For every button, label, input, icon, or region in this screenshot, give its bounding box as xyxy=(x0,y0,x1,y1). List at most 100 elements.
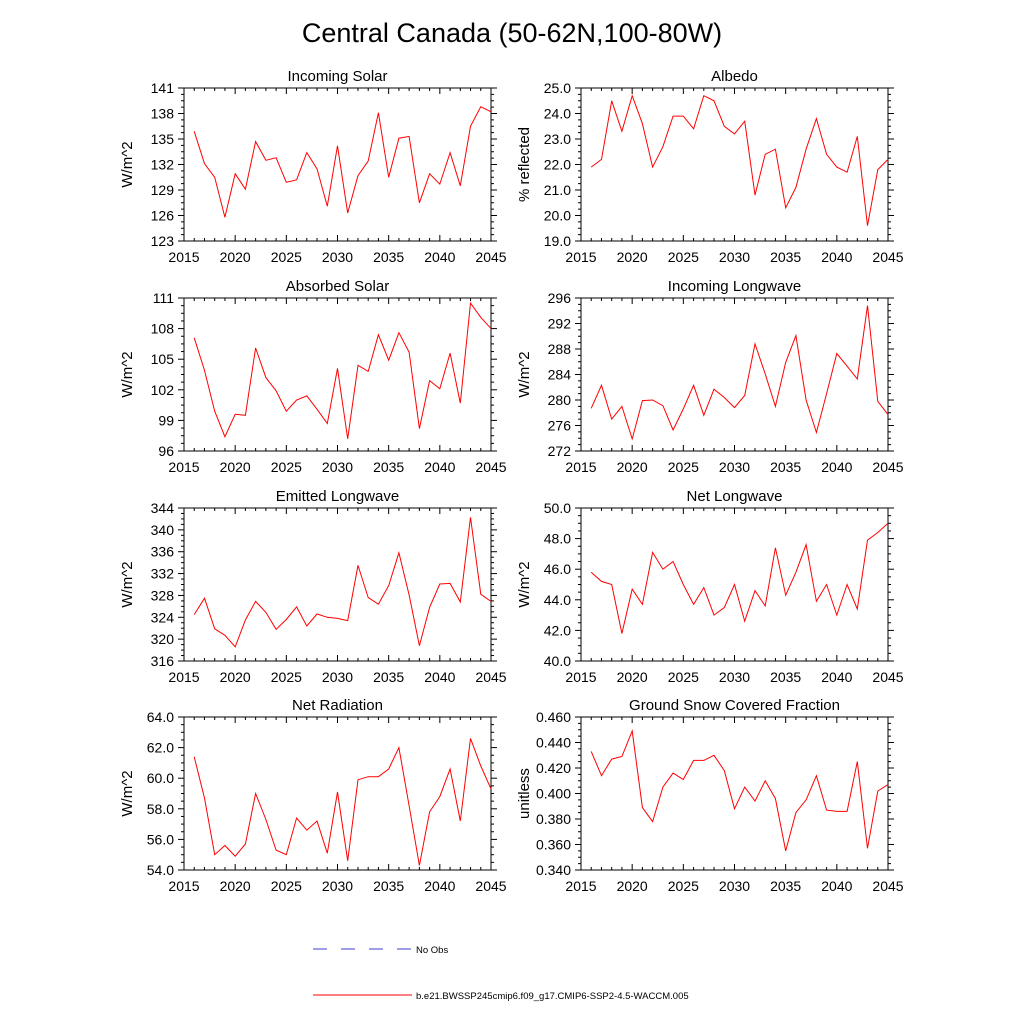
x-tick-label: 2045 xyxy=(475,459,506,475)
y-tick-label: 0.400 xyxy=(536,786,571,802)
x-tick-label: 2020 xyxy=(617,249,648,265)
series-line-model xyxy=(590,305,889,441)
x-tick-label: 2030 xyxy=(719,878,750,894)
x-tick-label: 2015 xyxy=(565,878,596,894)
x-tick-label: 2025 xyxy=(668,459,699,475)
legend: No Obs b.e21.BWSSP245cmip6.f09_g17.CMIP6… xyxy=(313,945,689,1002)
y-axis-label: W/m^2 xyxy=(516,351,533,397)
y-tick-label: 324 xyxy=(151,609,175,625)
x-tick-label: 2035 xyxy=(373,459,404,475)
panel-title: Incoming Longwave xyxy=(668,278,801,295)
x-tick-label: 2025 xyxy=(271,459,302,475)
panel-title: Net Longwave xyxy=(687,488,783,505)
panel-title: Absorbed Solar xyxy=(286,278,389,295)
y-tick-label: 0.440 xyxy=(536,735,571,751)
x-tick-label: 2040 xyxy=(424,459,455,475)
y-tick-label: 336 xyxy=(151,544,175,560)
y-axis-label: % reflected xyxy=(516,127,533,202)
series-line-model xyxy=(193,517,492,648)
y-tick-label: 108 xyxy=(151,321,175,337)
x-tick-label: 2015 xyxy=(168,669,199,685)
y-tick-label: 126 xyxy=(151,208,175,224)
series-line-model xyxy=(590,729,889,852)
x-tick-label: 2045 xyxy=(872,669,903,685)
x-tick-label: 2040 xyxy=(424,669,455,685)
panel-incoming-solar: Incoming Solar W/m^2 2015 2020 2025 2030 2035 2… xyxy=(119,68,507,265)
y-tick-label: 62.0 xyxy=(147,740,174,756)
y-tick-label: 141 xyxy=(151,80,175,96)
y-tick-label: 138 xyxy=(151,106,175,122)
y-tick-label: 340 xyxy=(151,522,175,538)
x-tick-label: 2035 xyxy=(373,249,404,265)
x-tick-label: 2030 xyxy=(719,249,750,265)
plot-frame xyxy=(580,716,889,871)
panel-title: Ground Snow Covered Fraction xyxy=(629,697,840,714)
legend-obs-label: No Obs xyxy=(416,945,448,956)
y-tick-label: 19.0 xyxy=(544,233,571,249)
plot-frame xyxy=(580,297,889,452)
series-line-model xyxy=(590,94,889,226)
x-tick-label: 2020 xyxy=(220,249,251,265)
y-tick-label: 332 xyxy=(151,566,175,582)
y-tick-label: 42.0 xyxy=(544,622,571,638)
y-tick-label: 23.0 xyxy=(544,131,571,147)
y-tick-label: 56.0 xyxy=(147,831,174,847)
y-tick-label: 272 xyxy=(548,443,572,459)
y-axis-label: W/m^2 xyxy=(119,351,136,397)
y-tick-label: 25.0 xyxy=(544,80,571,96)
x-tick-label: 2035 xyxy=(770,669,801,685)
x-tick-label: 2045 xyxy=(475,249,506,265)
y-tick-label: 58.0 xyxy=(147,801,174,817)
x-tick-label: 2015 xyxy=(565,459,596,475)
figure-title: Central Canada (50-62N,100-80W) xyxy=(302,18,722,48)
y-tick-label: 0.360 xyxy=(536,837,571,853)
y-tick-label: 20.0 xyxy=(544,208,571,224)
series-line-model xyxy=(590,522,889,634)
x-tick-label: 2025 xyxy=(271,669,302,685)
x-tick-label: 2040 xyxy=(424,878,455,894)
series-line-model xyxy=(193,738,492,866)
x-tick-label: 2035 xyxy=(373,669,404,685)
y-tick-label: 320 xyxy=(151,631,175,647)
x-tick-label: 2025 xyxy=(668,249,699,265)
x-tick-label: 2040 xyxy=(424,249,455,265)
y-tick-label: 0.340 xyxy=(536,862,571,878)
y-tick-label: 99 xyxy=(158,412,174,428)
panel-ground-snow-covered-fraction: Ground Snow Covered Fraction unitless 2015… xyxy=(516,697,904,894)
y-tick-label: 24.0 xyxy=(544,106,571,122)
x-tick-label: 2020 xyxy=(220,669,251,685)
y-tick-label: 276 xyxy=(548,418,572,434)
x-tick-label: 2030 xyxy=(322,249,353,265)
x-tick-label: 2020 xyxy=(220,878,251,894)
x-tick-label: 2020 xyxy=(617,878,648,894)
series-line-model xyxy=(193,106,492,218)
y-tick-label: 135 xyxy=(151,131,175,147)
x-tick-label: 2030 xyxy=(322,878,353,894)
x-tick-label: 2025 xyxy=(271,878,302,894)
y-tick-label: 44.0 xyxy=(544,592,571,608)
y-tick-label: 284 xyxy=(548,367,572,383)
x-tick-label: 2035 xyxy=(770,459,801,475)
x-tick-label: 2015 xyxy=(565,249,596,265)
y-tick-label: 46.0 xyxy=(544,561,571,577)
x-tick-label: 2045 xyxy=(475,878,506,894)
x-tick-label: 2025 xyxy=(271,249,302,265)
panel-net-longwave: Net Longwave W/m^2 2015 2020 2025 2030 2035 204… xyxy=(516,488,904,685)
y-tick-label: 129 xyxy=(151,182,175,198)
panel-title: Incoming Solar xyxy=(287,68,387,85)
x-tick-label: 2025 xyxy=(668,878,699,894)
y-tick-label: 344 xyxy=(151,500,175,516)
y-tick-label: 105 xyxy=(151,351,175,367)
y-tick-label: 96 xyxy=(158,443,174,459)
y-tick-label: 60.0 xyxy=(147,770,174,786)
y-tick-label: 0.420 xyxy=(536,760,571,776)
x-tick-label: 2045 xyxy=(475,669,506,685)
y-tick-label: 64.0 xyxy=(147,709,174,725)
y-axis-label: W/m^2 xyxy=(119,561,136,607)
x-tick-label: 2030 xyxy=(719,669,750,685)
x-tick-label: 2015 xyxy=(565,669,596,685)
x-tick-label: 2040 xyxy=(821,249,852,265)
x-tick-label: 2045 xyxy=(872,459,903,475)
x-tick-label: 2015 xyxy=(168,249,199,265)
